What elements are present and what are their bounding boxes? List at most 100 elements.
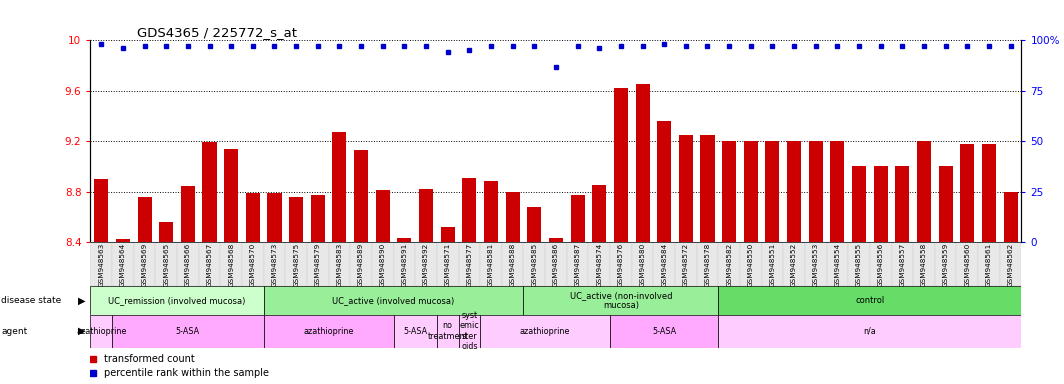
Text: UC_remission (involved mucosa): UC_remission (involved mucosa) [109, 296, 246, 305]
Bar [459, 315, 480, 348]
Bar [567, 242, 588, 286]
Bar [376, 190, 389, 242]
Bar [350, 242, 372, 286]
Text: ▶: ▶ [78, 295, 85, 306]
Text: 5-ASA: 5-ASA [403, 327, 428, 336]
Bar [765, 141, 780, 242]
Text: GSM948588: GSM948588 [510, 243, 516, 288]
Bar [289, 197, 303, 242]
Text: GSM948587: GSM948587 [575, 243, 581, 288]
Text: transformed count: transformed count [104, 354, 195, 364]
Text: azathioprine: azathioprine [303, 327, 354, 336]
Text: GSM948555: GSM948555 [857, 243, 862, 288]
Bar [588, 242, 610, 286]
Bar [329, 242, 350, 286]
Bar [982, 144, 996, 242]
Bar [394, 242, 415, 286]
Bar [505, 192, 519, 242]
Bar [285, 242, 306, 286]
Bar [484, 182, 498, 242]
Bar [242, 242, 264, 286]
Bar [528, 207, 542, 242]
Bar [372, 242, 394, 286]
Text: GSM948574: GSM948574 [596, 243, 602, 288]
Bar [658, 121, 671, 242]
Bar [610, 315, 718, 348]
Bar [545, 242, 567, 286]
Text: agent: agent [1, 327, 28, 336]
Bar [306, 242, 329, 286]
Text: azathioprine: azathioprine [520, 327, 570, 336]
Text: GSM948590: GSM948590 [380, 243, 386, 288]
Bar [177, 242, 199, 286]
Text: GSM948566: GSM948566 [185, 243, 190, 288]
Text: GSM948579: GSM948579 [315, 243, 320, 288]
Text: GSM948560: GSM948560 [964, 243, 970, 288]
Text: GSM948586: GSM948586 [553, 243, 559, 288]
Bar [852, 166, 866, 242]
Text: n/a: n/a [864, 327, 877, 336]
Bar [160, 222, 173, 242]
Bar [675, 242, 697, 286]
Bar [722, 141, 736, 242]
Text: GSM948589: GSM948589 [359, 243, 364, 288]
Text: UC_active (non-involved
mucosa): UC_active (non-involved mucosa) [569, 291, 672, 310]
Bar [700, 135, 715, 242]
Bar [614, 88, 628, 242]
Bar [917, 141, 931, 242]
Text: GSM948572: GSM948572 [683, 243, 688, 288]
Bar [181, 187, 195, 242]
Bar [848, 242, 870, 286]
Text: GSM948591: GSM948591 [401, 243, 408, 288]
Bar [437, 315, 459, 348]
Text: control: control [855, 296, 884, 305]
Bar [978, 242, 1000, 286]
Bar [267, 193, 282, 242]
Bar [199, 242, 220, 286]
Bar [440, 227, 454, 242]
Bar [679, 135, 693, 242]
Text: GSM948592: GSM948592 [423, 243, 429, 288]
Text: GSM948569: GSM948569 [142, 243, 148, 288]
Bar [635, 84, 650, 242]
Bar [827, 242, 848, 286]
Text: GSM948583: GSM948583 [336, 243, 343, 288]
Bar [653, 242, 675, 286]
Text: GSM948578: GSM948578 [704, 243, 711, 288]
Bar [523, 242, 545, 286]
Bar [116, 239, 130, 242]
Text: GSM948556: GSM948556 [878, 243, 884, 288]
Text: UC_active (involved mucosa): UC_active (involved mucosa) [332, 296, 454, 305]
Bar [502, 242, 523, 286]
Bar [570, 195, 584, 242]
Bar [90, 242, 112, 286]
Bar [805, 242, 827, 286]
Bar [480, 242, 502, 286]
Text: no
treatment: no treatment [428, 321, 468, 341]
Bar [523, 286, 718, 315]
Bar [549, 238, 563, 242]
Text: ▶: ▶ [78, 326, 85, 336]
Text: syst
emic
ster
oids: syst emic ster oids [460, 311, 479, 351]
Bar [718, 315, 1021, 348]
Bar [134, 242, 155, 286]
Bar [874, 166, 887, 242]
Bar [830, 141, 845, 242]
Bar [632, 242, 653, 286]
Bar [1000, 242, 1021, 286]
Bar [744, 141, 758, 242]
Bar [961, 144, 975, 242]
Bar [913, 242, 935, 286]
Bar [718, 286, 1021, 315]
Text: GSM948567: GSM948567 [206, 243, 213, 288]
Text: GSM948563: GSM948563 [98, 243, 104, 288]
Text: GSM948571: GSM948571 [445, 243, 451, 288]
Bar [137, 197, 151, 242]
Bar [593, 185, 606, 242]
Text: GSM948564: GSM948564 [120, 243, 126, 288]
Text: GSM948565: GSM948565 [163, 243, 169, 288]
Text: GSM948551: GSM948551 [769, 243, 776, 288]
Bar [112, 315, 264, 348]
Bar [610, 242, 632, 286]
Bar [419, 189, 433, 242]
